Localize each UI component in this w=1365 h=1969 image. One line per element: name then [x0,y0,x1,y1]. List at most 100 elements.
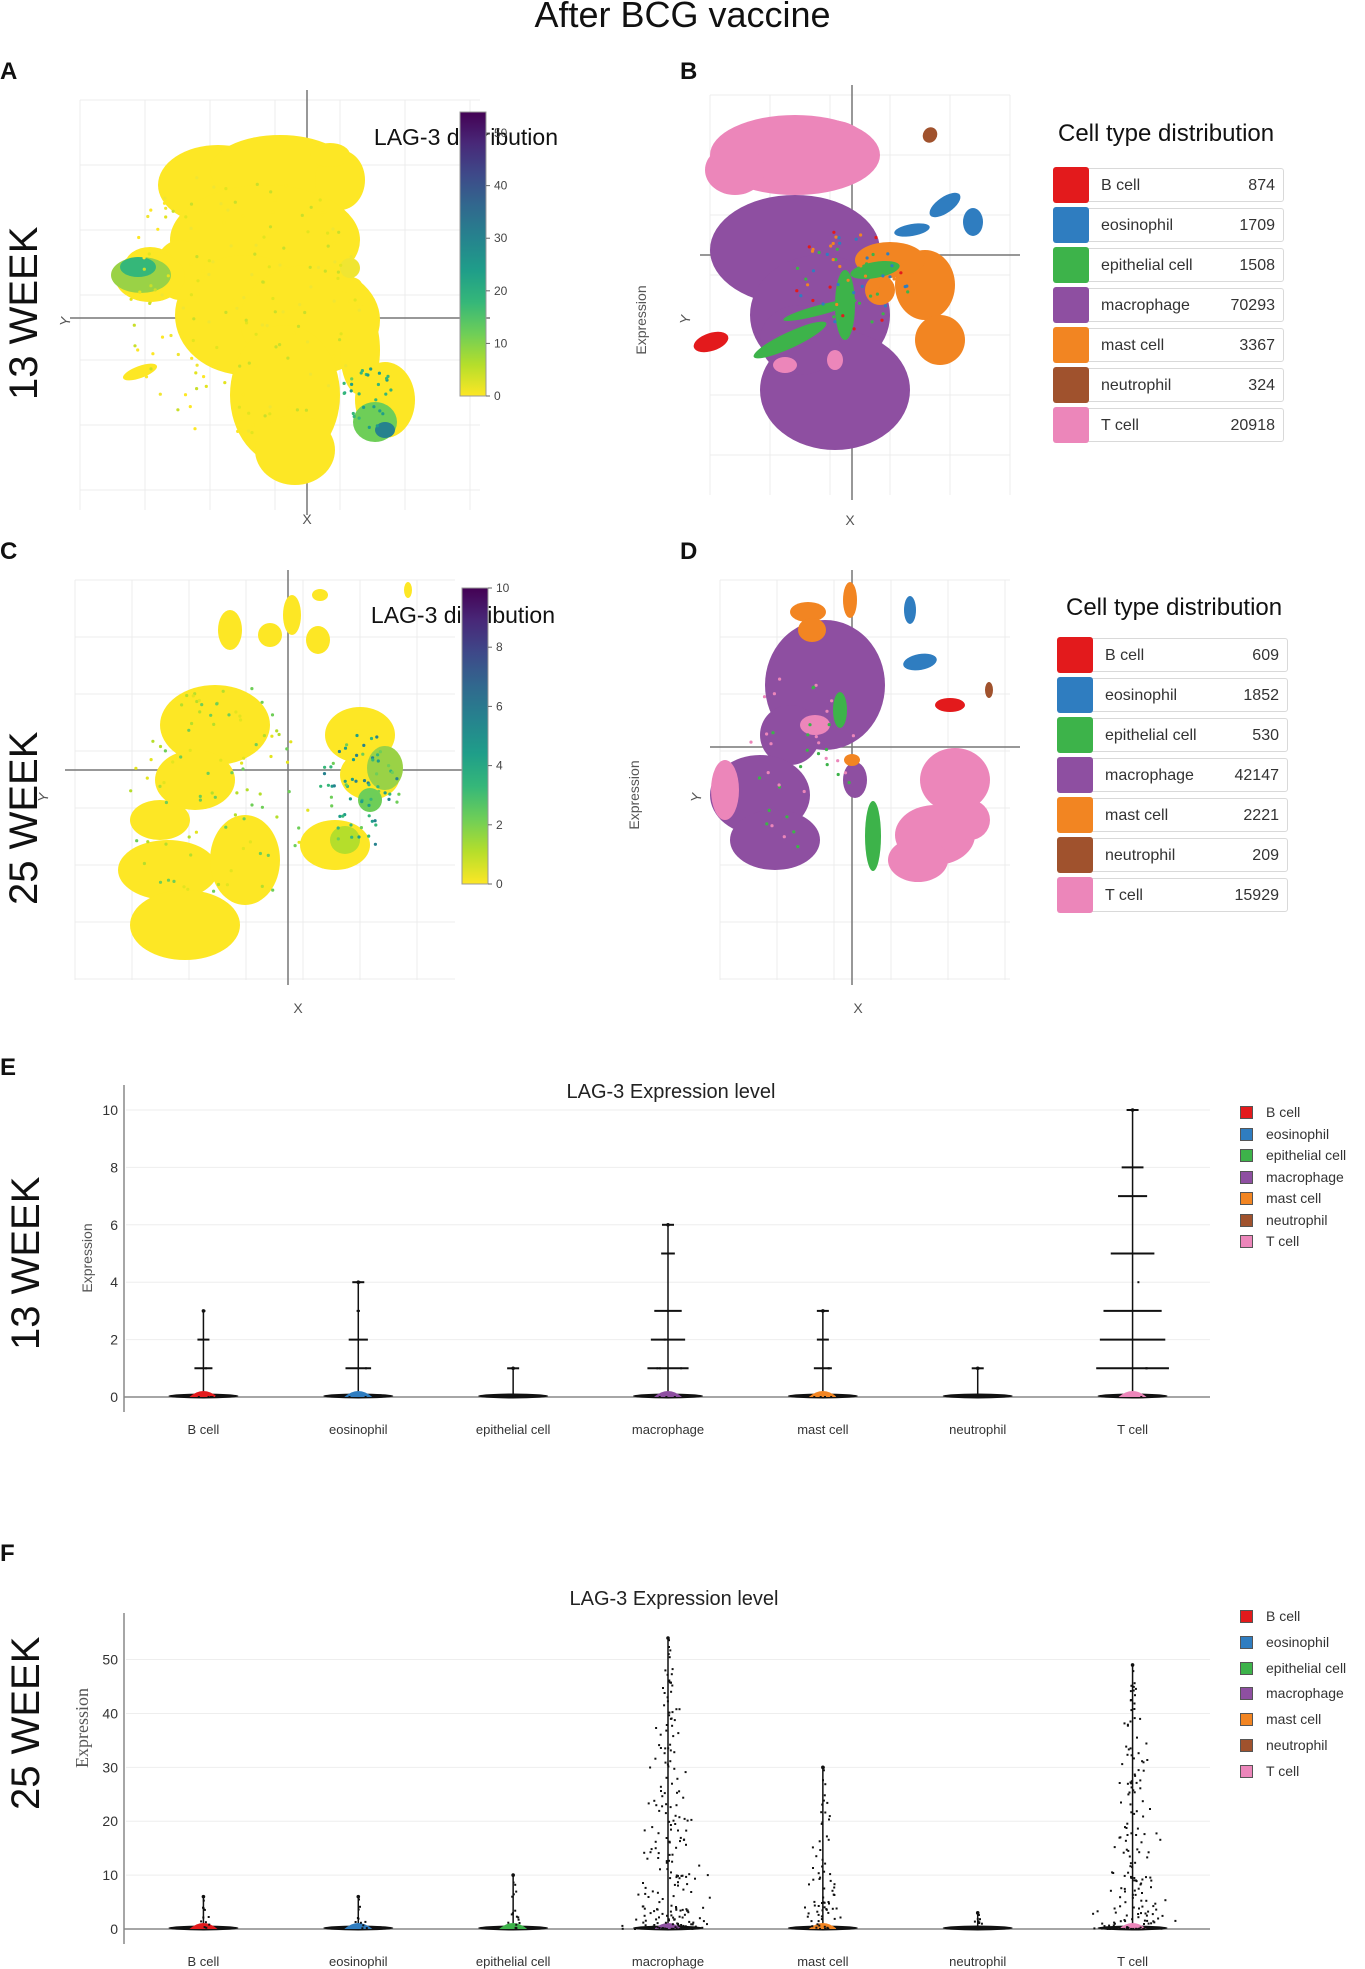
violin-t-cell [1096,1108,1169,1399]
cell-point [890,264,894,268]
data-point [665,1927,668,1930]
legend-row-neutrophil[interactable]: neutrophil 324 [1053,367,1284,403]
legend-row-b-cell[interactable]: B cell 609 [1057,637,1288,673]
max-point [975,1366,980,1371]
cell-point [349,389,353,393]
data-point [675,1874,678,1877]
cell-point [348,797,352,801]
cell-point [207,259,211,263]
cell-point [799,765,803,769]
cell-cluster [340,258,360,278]
cell-point [242,756,246,760]
violin-b-cell [168,1309,239,1399]
cell-point [360,800,364,804]
cell-point [227,713,231,717]
cell-point [829,244,833,248]
data-point [658,1744,661,1747]
y-tick-label: 2 [110,1332,118,1348]
legend-row-epithelial-cell[interactable]: epithelial cell 530 [1057,717,1288,753]
legend-count: 15929 [1234,887,1280,904]
data-point [634,1928,636,1930]
cell-point [888,275,892,279]
cell-point [342,391,346,395]
cell-point [149,208,153,212]
data-point [361,1927,364,1930]
colorbar-tick-label: 4 [496,759,503,773]
data-point [681,1927,684,1929]
cell-point [808,723,812,727]
cell-point [865,256,869,260]
max-point [975,1911,980,1915]
data-point [659,1785,662,1788]
legend-row-eosinophil[interactable]: eosinophil 1709 [1053,207,1284,243]
cell-point [191,338,195,343]
data-point [677,1924,680,1927]
cell-point [195,387,199,391]
cell-speckle [749,677,855,849]
cell-point [163,196,167,200]
cell-point [216,882,221,887]
data-point [817,1905,820,1907]
legend-row-mast-cell[interactable]: mast cell 2221 [1057,797,1288,833]
legend-swatch [1240,1713,1253,1727]
data-point [677,1881,679,1884]
umap-y-label: Y [56,314,73,327]
data-point [677,1922,679,1925]
legend-row-macrophage[interactable]: macrophage 70293 [1053,287,1284,323]
data-point [821,1902,823,1904]
violin-macrophage [633,1223,703,1399]
legend-row-t-cell[interactable]: T cell 20918 [1053,407,1284,443]
legend-row-b-cell[interactable]: B cell 874 [1053,167,1284,203]
data-point [515,1927,518,1930]
data-point [821,1858,824,1861]
data-point [670,1871,672,1874]
cell-point [164,800,168,805]
data-point [696,1927,699,1930]
cell-point [369,736,374,741]
legend-label: epithelial cell [1101,257,1193,274]
legend-row-macrophage[interactable]: macrophage 42147 [1057,757,1288,793]
data-point [1126,1926,1129,1929]
legend-row-neutrophil[interactable]: neutrophil 209 [1057,837,1288,873]
data-point [1156,1927,1159,1930]
data-point [1113,1846,1116,1849]
legend-row-epithelial-cell[interactable]: epithelial cell 1508 [1053,247,1284,283]
data-point [205,1926,208,1929]
cell-point [796,845,800,849]
legend-row-mast-cell[interactable]: mast cell 3367 [1053,327,1284,363]
max-point [356,1280,361,1284]
legend-row-t-cell[interactable]: T cell 15929 [1057,877,1288,913]
data-point [1130,1782,1133,1785]
data-point [668,1680,670,1683]
umap-cells [693,115,983,450]
cell-point [300,213,304,217]
data-point [1123,1887,1126,1890]
cell-point [260,323,264,327]
cell-point [375,424,379,428]
cell-point [852,327,856,331]
cell-point [376,785,380,789]
cluster-mast-cell [844,754,860,766]
data-point [359,1905,361,1908]
data-point [637,1893,640,1896]
cell-point [151,352,155,356]
cell-point [158,744,163,749]
data-point [1122,1851,1125,1854]
legend-row-eosinophil[interactable]: eosinophil 1852 [1057,677,1288,713]
data-point [1134,1694,1136,1697]
cell-point [352,414,356,419]
cell-point [377,789,381,793]
cell-point [767,808,771,812]
y-tick-label: 4 [110,1274,118,1290]
data-point [815,1926,818,1929]
cell-point [836,282,840,287]
cluster-neutrophil [985,682,993,698]
cell-point [366,789,370,793]
legend-label: macrophage [1105,767,1194,784]
umap-lag3-25wk: LAG-3 distribution X Y Expression 024681… [34,570,642,1016]
data-point [669,1877,672,1880]
cell-point [187,728,191,732]
data-point [677,1874,679,1877]
cell-point [138,290,142,294]
data-point [357,1309,360,1312]
